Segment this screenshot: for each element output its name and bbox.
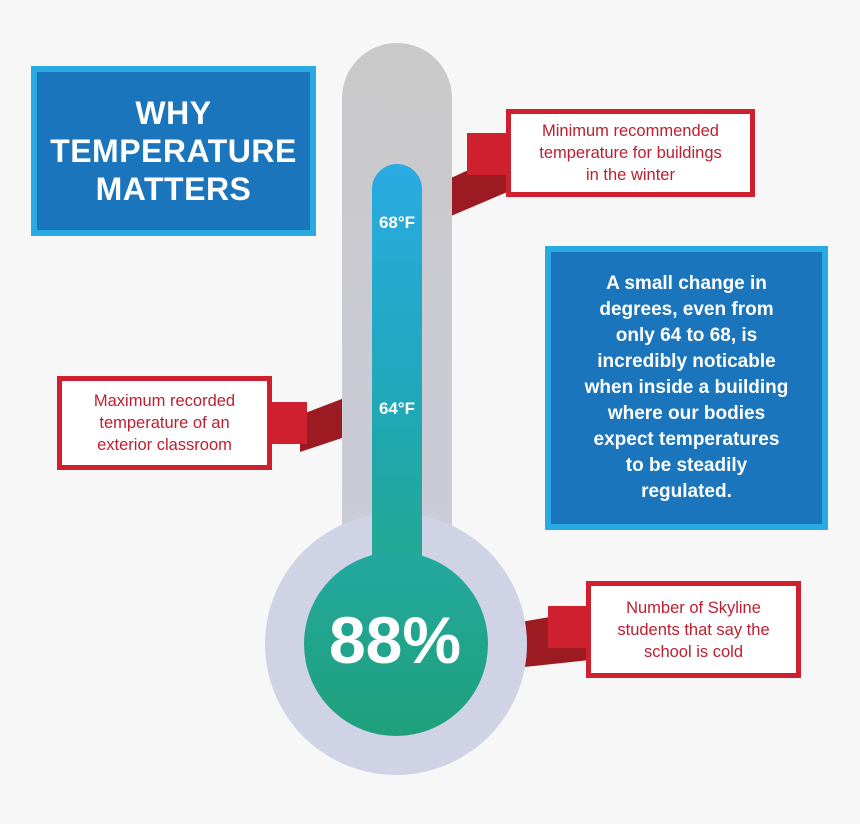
title-line-3: MATTERS: [95, 171, 252, 207]
info-line-4: incredibly noticable: [597, 351, 776, 372]
callout-min-line-2: temperature for buildings: [539, 144, 722, 162]
connector-students-tab: [548, 606, 592, 648]
callout-max-line-1: Maximum recorded: [93, 392, 236, 410]
callout-students-cold: Number of Skyline students that say the …: [586, 581, 801, 678]
info-line-6: where our bodies: [607, 403, 766, 424]
inner-bulb: [304, 552, 488, 736]
temp-label-68: 68°F: [378, 213, 416, 232]
info-line-9: regulated.: [641, 481, 732, 502]
info-line-1: A small change in: [606, 273, 767, 294]
title-line-1: WHY: [135, 95, 212, 131]
info-line-8: to be steadily: [625, 455, 748, 476]
inner-tube: [372, 164, 422, 604]
callout-min-recommended: Minimum recommended temperature for buil…: [506, 109, 755, 197]
callout-students-line-2: students that say the: [617, 620, 770, 639]
callout-max-line-2: temperature of an: [99, 414, 230, 432]
callout-students-line-1: Number of Skyline: [626, 598, 761, 617]
info-line-2: degrees, even from: [599, 299, 774, 320]
title-box: WHY TEMPERATURE MATTERS: [31, 66, 316, 236]
temp-label-64: 64°F: [378, 399, 416, 418]
callout-max-line-3: exterior classroom: [97, 436, 232, 454]
bulb-percentage: 88%: [328, 603, 462, 677]
info-line-3: only 64 to 68, is: [615, 325, 758, 346]
info-line-7: expect temperatures: [593, 429, 780, 450]
callout-students-line-3: school is cold: [643, 642, 744, 661]
title-line-2: TEMPERATURE: [50, 133, 297, 169]
callout-min-line-1: Minimum recommended: [542, 122, 719, 140]
info-line-5: when inside a building: [584, 377, 789, 398]
callout-min-line-3: in the winter: [586, 166, 675, 184]
callout-max-recorded: Maximum recorded temperature of an exter…: [57, 376, 272, 470]
info-box: A small change in degrees, even from onl…: [545, 246, 828, 530]
